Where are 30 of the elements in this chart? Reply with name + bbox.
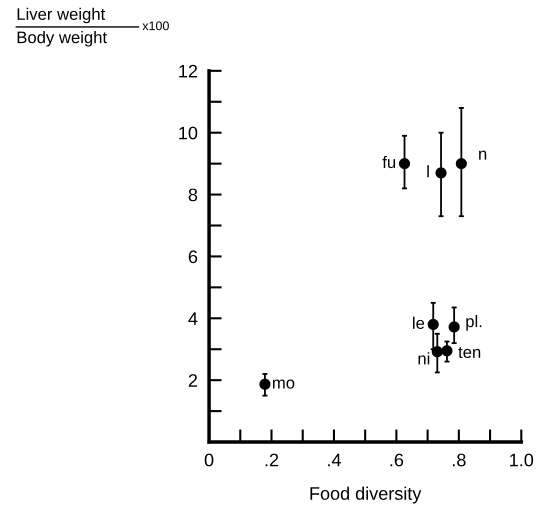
- annotation: l: [427, 165, 429, 178]
- x-tick-label: .2: [266, 454, 278, 466]
- point: [456, 158, 467, 170]
- point: [259, 378, 270, 390]
- point: [398, 158, 410, 170]
- x-axis-title: Food diversity: [310, 486, 422, 504]
- annotation: fu: [382, 156, 396, 168]
- y-tick-label: 10: [179, 126, 198, 140]
- point: [432, 346, 443, 358]
- point: [435, 167, 447, 178]
- y-tick-label: 8: [188, 188, 198, 202]
- y-tick-label: 6: [188, 250, 198, 264]
- x-tick-label: .4: [328, 454, 341, 466]
- x-tick-label: .8: [452, 454, 466, 466]
- y-tick-label: 4: [188, 312, 198, 325]
- point: [441, 345, 453, 356]
- annotation: le: [413, 316, 424, 329]
- annotation: pl.: [466, 315, 482, 331]
- x-tick-label: 1.0: [510, 454, 534, 466]
- text: Liver weight Body weight x100: [18, 8, 169, 47]
- point: [428, 318, 439, 330]
- annotation: ni: [418, 352, 430, 364]
- x-tick-label: 0: [204, 454, 214, 466]
- annotation: mo: [272, 380, 294, 389]
- point: [448, 321, 460, 333]
- y-tick-label: 2: [188, 374, 198, 387]
- annotation: n: [479, 150, 486, 160]
- x-tick-label: .6: [390, 454, 404, 466]
- annotation: ten: [458, 347, 480, 358]
- y-tick-label: 12: [179, 64, 198, 78]
